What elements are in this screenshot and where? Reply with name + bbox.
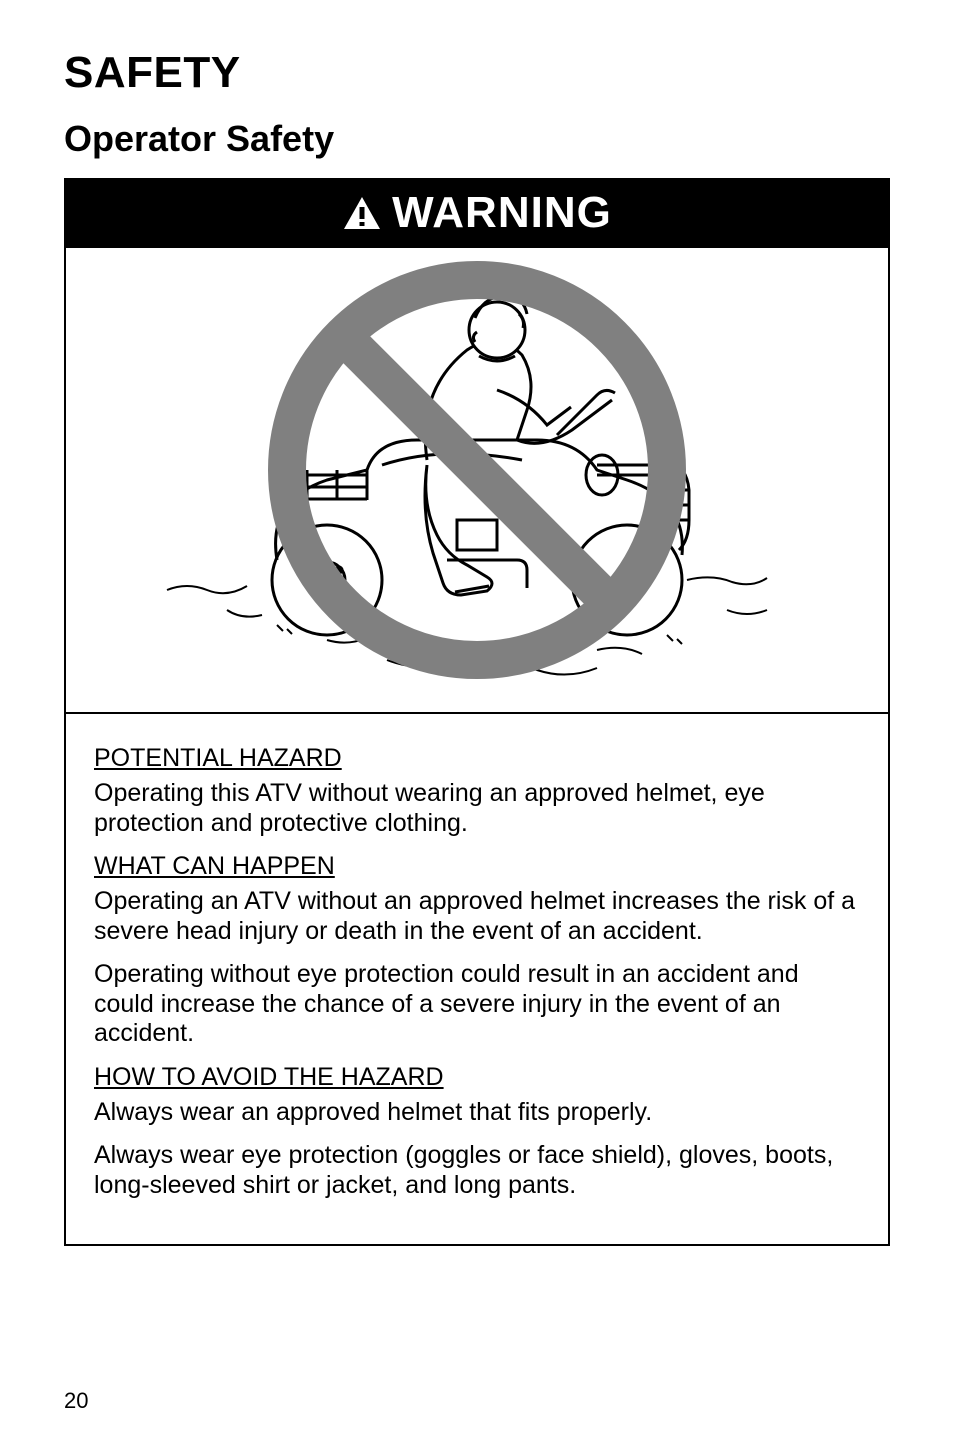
page: SAFETY Operator Safety WARNING <box>0 0 954 1454</box>
what-can-happen-label: WHAT CAN HAPPEN <box>94 852 860 881</box>
page-subtitle: Operator Safety <box>64 118 890 160</box>
warning-triangle-icon <box>342 195 382 231</box>
how-to-avoid-label: HOW TO AVOID THE HAZARD <box>94 1063 860 1092</box>
potential-hazard-text: Operating this ATV without wearing an ap… <box>94 779 860 838</box>
warning-heading-bar: WARNING <box>66 180 888 248</box>
warning-text-cell: POTENTIAL HAZARD Operating this ATV with… <box>66 714 888 1244</box>
prohibition-illustration <box>127 260 827 700</box>
how-to-avoid-text-1: Always wear an approved helmet that fits… <box>94 1098 860 1128</box>
page-number: 20 <box>64 1388 88 1414</box>
warning-box: WARNING <box>64 178 890 1246</box>
page-title: SAFETY <box>64 48 890 98</box>
how-to-avoid-text-2: Always wear eye protection (goggles or f… <box>94 1141 860 1200</box>
warning-illustration-cell <box>66 248 888 714</box>
what-can-happen-text-2: Operating without eye protection could r… <box>94 960 860 1049</box>
what-can-happen-text-1: Operating an ATV without an approved hel… <box>94 887 860 946</box>
warning-heading-text: WARNING <box>392 188 612 238</box>
potential-hazard-label: POTENTIAL HAZARD <box>94 744 860 773</box>
